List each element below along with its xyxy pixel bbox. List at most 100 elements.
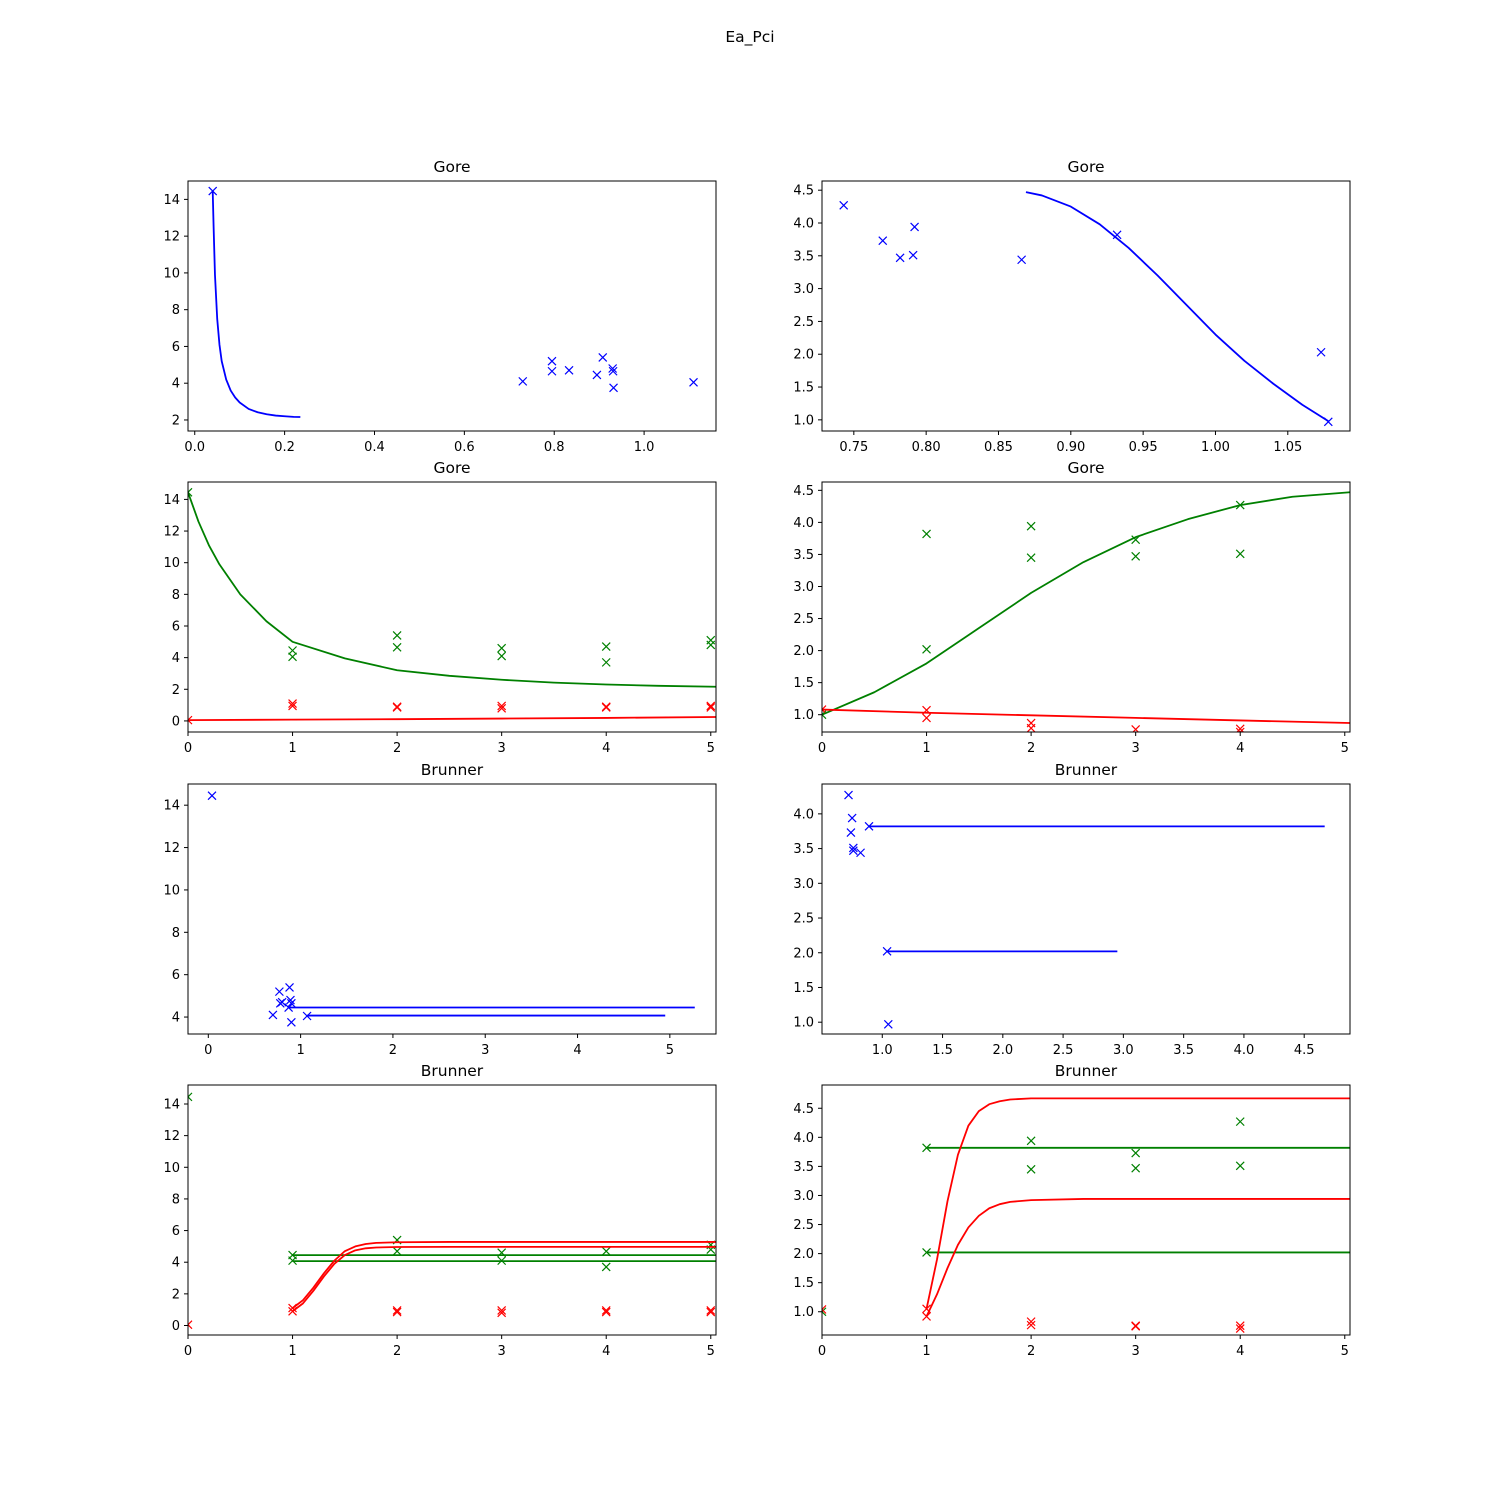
y-tick-label: 10: [163, 883, 180, 898]
blue-point: [547, 366, 557, 376]
blue-line: [211, 191, 301, 418]
red-point: [497, 1306, 507, 1315]
x-tick-label: 0: [204, 1043, 212, 1058]
blue-point: [547, 356, 557, 366]
y-tick-label: 2.0: [793, 946, 814, 961]
blue-point: [286, 1017, 296, 1027]
y-tick-label: 1.5: [793, 676, 814, 691]
red-point: [497, 701, 507, 711]
axes-frame: [187, 1084, 717, 1336]
red-line: [188, 716, 716, 722]
y-tick-label: 4: [172, 1256, 180, 1271]
blue-point: [847, 813, 857, 823]
x-tick-label: 5: [707, 1344, 715, 1359]
y-tick-label: 4.0: [793, 1131, 814, 1146]
y-tick-label: 2: [172, 683, 180, 698]
y-tick-label: 4: [172, 1011, 180, 1026]
y-tick-label: 4.0: [793, 516, 814, 531]
x-tick-label: 1.05: [1273, 440, 1302, 455]
figure-suptitle: Ea_Pci: [725, 28, 774, 47]
blue-point: [848, 846, 858, 856]
x-tick-label: 1.0: [634, 440, 655, 455]
red-point: [601, 1307, 611, 1317]
red-point: [1235, 1324, 1245, 1334]
y-tick-label: 10: [163, 556, 180, 571]
subplot-title: Brunner: [421, 761, 484, 779]
y-tick-label: 14: [163, 799, 180, 814]
x-tick-label: 3: [481, 1043, 489, 1058]
x-tick-label: 2: [389, 1043, 397, 1058]
blue-point: [564, 365, 574, 375]
red-point: [1026, 1320, 1036, 1330]
x-tick-label: 2.5: [1053, 1043, 1074, 1058]
y-tick-label: 2.5: [793, 612, 814, 627]
axes-frame: [821, 481, 1351, 733]
x-tick-label: 1: [922, 741, 930, 756]
green-point: [392, 631, 402, 640]
blue-point: [848, 843, 858, 853]
x-tick-label: 2: [393, 741, 401, 756]
y-tick-label: 4.0: [793, 216, 814, 231]
x-tick-label: 0: [818, 1344, 826, 1359]
blue-point: [856, 848, 865, 858]
y-tick-label: 2: [172, 413, 180, 428]
red-point: [706, 1306, 716, 1315]
x-tick-label: 1.0: [872, 1043, 893, 1058]
axes-frame: [187, 783, 717, 1035]
y-tick-label: 1.0: [793, 1305, 814, 1320]
x-tick-label: 1: [288, 741, 296, 756]
x-tick-label: 0.0: [184, 440, 205, 455]
red-point: [497, 703, 507, 713]
y-tick-label: 8: [172, 926, 180, 941]
plot-area: [188, 1092, 716, 1330]
y-tick-label: 8: [172, 303, 180, 318]
red-point: [188, 715, 193, 725]
y-tick-label: 3.0: [793, 282, 814, 297]
plot-area: [207, 791, 695, 1027]
red-point: [497, 1308, 507, 1318]
y-tick-label: 2.0: [793, 1247, 814, 1262]
x-tick-label: 3: [1132, 1344, 1140, 1359]
x-tick-label: 1: [922, 1344, 930, 1359]
y-tick-label: 3.5: [793, 842, 814, 857]
axes-frame: [821, 1084, 1351, 1336]
plot-area: [188, 487, 716, 725]
y-tick-label: 4.5: [793, 1102, 814, 1117]
green-point: [188, 1092, 193, 1102]
red-line: [925, 1097, 1350, 1310]
green-point: [822, 1307, 827, 1317]
y-tick-label: 2.5: [793, 1218, 814, 1233]
subplot-title: Brunner: [1055, 761, 1118, 779]
blue-point: [608, 366, 618, 376]
subplot-title: Gore: [433, 459, 470, 477]
red-point: [288, 699, 297, 708]
x-tick-label: 4.0: [1234, 1043, 1255, 1058]
x-tick-label: 4: [1236, 741, 1244, 756]
red-point: [706, 701, 716, 711]
axes-frame: [821, 180, 1351, 432]
green-point: [922, 644, 931, 654]
x-tick-label: 5: [1341, 1344, 1349, 1359]
red-line: [925, 1198, 1350, 1317]
y-tick-label: 4: [172, 651, 180, 666]
blue-point: [608, 364, 618, 373]
y-tick-label: 3.0: [793, 877, 814, 892]
y-tick-label: 8: [172, 588, 180, 603]
red-point: [1131, 1321, 1141, 1331]
blue-point: [844, 790, 853, 800]
red-point: [601, 1306, 611, 1315]
x-tick-label: 5: [666, 1043, 674, 1058]
y-tick-label: 14: [163, 1097, 180, 1112]
red-point: [706, 703, 716, 712]
x-tick-label: 1: [296, 1043, 304, 1058]
red-point: [1026, 723, 1036, 732]
blue-point: [689, 377, 698, 387]
x-tick-label: 0.95: [1129, 440, 1158, 455]
plot-area: [839, 191, 1333, 427]
blue-point: [518, 376, 528, 386]
x-tick-label: 2: [1027, 1344, 1035, 1359]
blue-point: [302, 1011, 312, 1021]
blue-point: [285, 982, 294, 992]
